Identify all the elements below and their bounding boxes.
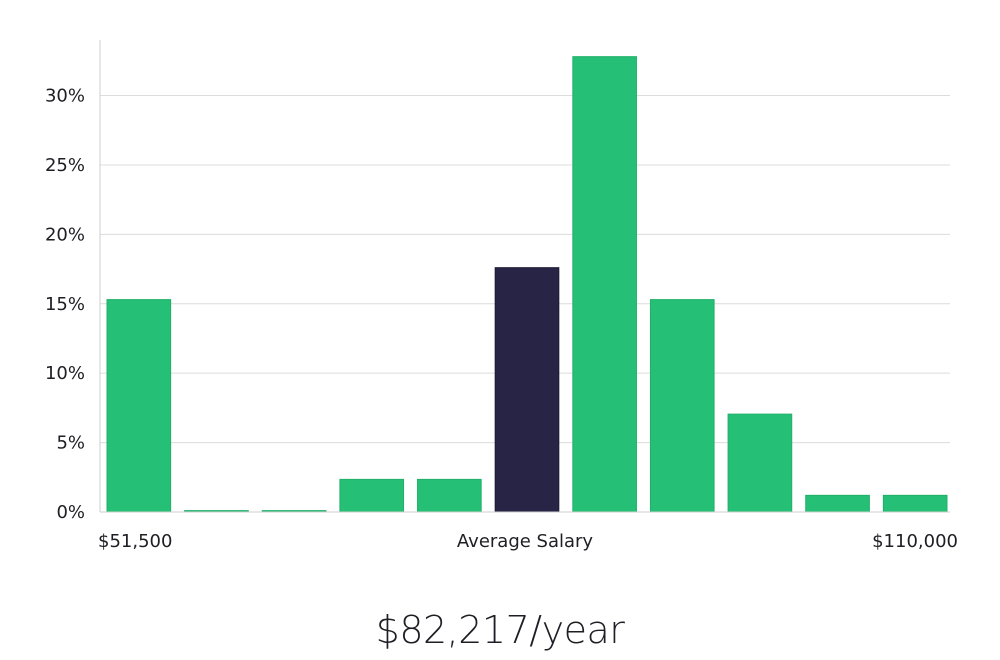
histogram-bar bbox=[339, 478, 405, 513]
y-tick-label: 15% bbox=[45, 294, 85, 315]
histogram-bar bbox=[882, 494, 948, 513]
histogram-bar bbox=[727, 413, 793, 513]
histogram-bar-average bbox=[494, 267, 560, 513]
histogram-bar bbox=[417, 478, 482, 513]
x-axis-title: Average Salary bbox=[457, 531, 594, 552]
y-tick-label: 30% bbox=[45, 86, 85, 107]
y-tick-label: 20% bbox=[45, 224, 85, 245]
y-tick-label: 5% bbox=[56, 433, 85, 454]
y-tick-label: 10% bbox=[45, 363, 85, 384]
histogram-bar bbox=[106, 299, 172, 513]
histogram-svg: 0% 5% 10% 15% 20% 25% 30% $51,500 Average Salary… bbox=[45, 40, 958, 552]
salary-histogram: 0% 5% 10% 15% 20% 25% 30% $51,500 Average Salary… bbox=[45, 40, 958, 552]
histogram-bar bbox=[572, 56, 637, 513]
x-min-label: $51,500 bbox=[98, 531, 172, 552]
histogram-bar bbox=[649, 299, 715, 513]
histogram-bar bbox=[805, 494, 870, 513]
y-tick-label: 0% bbox=[56, 502, 85, 523]
x-max-label: $110,000 bbox=[872, 531, 958, 552]
average-salary-value: $82,217/year bbox=[375, 608, 625, 652]
y-tick-label: 25% bbox=[45, 155, 85, 176]
